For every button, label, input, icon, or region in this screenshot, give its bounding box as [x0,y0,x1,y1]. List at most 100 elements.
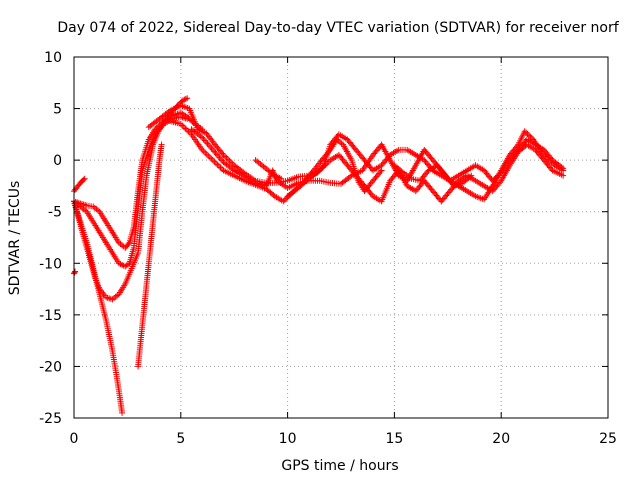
data-point [496,170,503,177]
data-point [180,123,187,130]
data-point [378,167,385,174]
data-point [278,175,285,182]
series-track-10 [188,126,567,191]
data-point [212,160,219,167]
data-point [225,156,232,163]
data-point [200,135,207,142]
y-tick-label: -5 [48,205,62,221]
data-point [309,168,316,175]
x-axis-label: GPS time / hours [281,458,398,474]
data-point [201,137,208,144]
data-point [211,158,218,165]
data-point [217,156,224,163]
data-point [125,240,132,247]
series-track-8 [145,102,567,203]
data-point [182,95,189,102]
x-tick-label: 10 [279,431,297,447]
data-point [377,168,384,175]
data-point [398,168,405,175]
data-point [203,151,210,158]
series-track-11 [252,157,285,182]
y-tick-label: -10 [39,256,62,272]
series-track-13 [391,162,475,189]
y-tick-label: 10 [44,50,62,66]
data-point [424,168,431,175]
series-track-7 [71,268,79,277]
series-track-4 [71,198,126,416]
data-point [202,149,209,156]
data-point [489,177,496,184]
series-track-2 [71,113,191,270]
data-point [183,126,190,133]
y-tick-label: -20 [39,359,62,375]
x-tick-label: 20 [492,431,510,447]
data-point [496,179,503,186]
data-point [491,176,498,183]
data-point [184,95,191,102]
y-tick-label: -25 [39,411,62,427]
data-point [80,176,87,183]
data-point [560,165,567,172]
y-tick-label: -15 [39,308,62,324]
data-point [524,131,531,138]
data-point [368,191,375,198]
data-point [495,172,502,179]
y-tick-label: 0 [53,153,62,169]
grid [74,57,608,418]
x-tick-label: 15 [385,431,403,447]
data-point [281,197,288,204]
data-point [311,166,318,173]
data-point [304,174,311,181]
data-point [219,150,226,157]
data-point [560,172,567,179]
data-point [217,164,224,171]
axis-ticks [73,56,609,419]
data-points [71,95,567,416]
series-track-6 [71,175,88,195]
data-point [468,172,475,179]
data-point [203,139,210,146]
data-point [206,154,213,161]
data-point [71,269,78,276]
data-point [270,192,277,199]
data-point [326,148,333,155]
data-point [492,175,499,182]
data-point [215,163,222,170]
data-point [280,198,287,205]
data-point [466,173,473,180]
data-point [548,165,555,172]
data-point [200,148,207,155]
data-point [209,157,216,164]
data-point [158,141,165,148]
data-point [223,154,230,161]
chart-title: Day 074 of 2022, Sidereal Day-to-day VTE… [57,20,619,36]
data-point [548,155,555,162]
series-track-12 [284,136,385,200]
y-tick-label: 5 [53,102,62,118]
data-point [308,169,315,176]
series-track-5 [135,141,165,370]
data-point [182,125,189,132]
data-point [307,171,314,178]
data-point [214,161,221,168]
series-track-3 [71,95,191,303]
data-point [208,155,215,162]
data-point [305,172,312,179]
data-point [181,96,188,103]
data-point [205,152,212,159]
y-tick-labels: -25 -20 -15 -10 -5 0 5 10 [39,50,62,427]
data-point [179,97,186,104]
data-point [119,409,126,416]
data-point [525,132,532,139]
data-point [493,173,500,180]
data-point [521,128,528,135]
data-point [219,157,226,164]
data-point [72,268,79,275]
data-point [222,153,229,160]
data-point [81,175,88,182]
x-tick-label: 0 [70,431,79,447]
data-point [184,115,191,122]
x-tick-label: 25 [599,431,617,447]
y-axis-label: SDTVAR / TECUs [7,181,23,296]
